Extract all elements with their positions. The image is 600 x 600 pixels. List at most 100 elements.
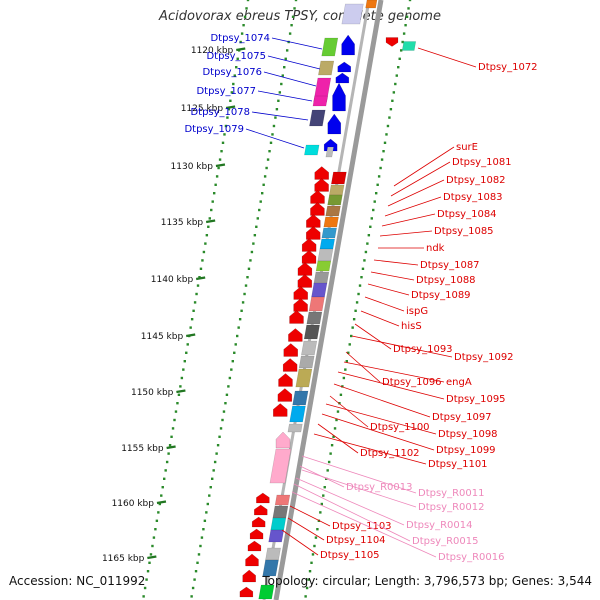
- track-dot: [380, 158, 384, 161]
- right-gene-leader: [417, 47, 477, 68]
- track-dot: [316, 528, 319, 531]
- rna-gene-leader: [295, 477, 405, 526]
- right-gene-arrow: [249, 528, 264, 540]
- track-dot: [326, 469, 329, 472]
- track-dot: [215, 175, 219, 178]
- left-gene-leader: [271, 37, 323, 50]
- track-dot: [240, 309, 243, 312]
- gene-tile: [301, 340, 318, 356]
- track-dot: [217, 166, 220, 170]
- right-gene-arrow: [277, 388, 293, 402]
- right-gene-arrow: [273, 403, 288, 417]
- right-gene-label: hisS: [401, 321, 422, 332]
- right-gene-leader: [317, 423, 359, 454]
- right-gene-leader: [373, 259, 419, 266]
- track-dot: [407, 7, 410, 10]
- right-gene-label: Dtpsy_1103: [332, 521, 392, 532]
- track-dot: [180, 376, 184, 380]
- track-dot: [213, 460, 217, 464]
- track-dot: [171, 427, 175, 430]
- gene-tile: [308, 296, 325, 312]
- gene-tile: [311, 282, 328, 298]
- track-dot: [227, 385, 230, 388]
- track-dot: [212, 192, 216, 195]
- track-dot: [239, 40, 242, 44]
- gene-tile: [292, 390, 309, 406]
- left-gene-arrow: [327, 113, 342, 135]
- track-dot: [250, 250, 254, 254]
- gene-tile: [287, 423, 303, 433]
- track-dot: [320, 502, 323, 506]
- track-dot: [208, 494, 211, 497]
- right-gene-leader: [345, 351, 381, 383]
- track-dot: [237, 326, 240, 329]
- rna-gene-leader: [301, 469, 417, 508]
- right-gene-arrow: [289, 310, 304, 324]
- scale-tick: [215, 163, 226, 168]
- gene-tile: [323, 216, 339, 228]
- track-dot: [404, 24, 407, 27]
- track-dot: [358, 284, 362, 287]
- track-dot: [389, 108, 393, 111]
- track-dot: [350, 334, 353, 338]
- left-gene-arrow: [332, 82, 346, 112]
- track-dot: [205, 511, 208, 514]
- rna-gene-label: Dtpsy_R0015: [412, 536, 479, 547]
- left-gene-leader: [251, 111, 309, 121]
- track-dot: [244, 284, 248, 287]
- right-gene-label: Dtpsy_1096: [382, 377, 442, 388]
- right-gene-leader: [351, 335, 453, 358]
- track-dot: [288, 32, 292, 35]
- track-dot: [258, 208, 261, 212]
- right-gene-arrow: [247, 540, 262, 552]
- track-dot: [197, 553, 201, 556]
- gene-tile: [330, 171, 347, 185]
- right-gene-label: Dtpsy_1072: [478, 62, 538, 73]
- rna-gene-label: Dtpsy_R0016: [438, 552, 505, 563]
- rna-gene-arrow: [275, 431, 291, 449]
- track-dot: [399, 49, 403, 52]
- right-gene-leader: [333, 383, 431, 418]
- right-gene-arrow: [314, 178, 329, 192]
- track-dot: [351, 326, 354, 329]
- scale-tick: [166, 445, 176, 450]
- track-dot: [230, 368, 233, 371]
- gene-tile: [274, 494, 291, 506]
- right-gene-arrow: [288, 328, 303, 342]
- scale-tick-label: 1135 kbp: [161, 218, 204, 228]
- track-dot: [211, 200, 214, 203]
- track-dot: [285, 49, 289, 52]
- gene-tile: [270, 517, 287, 531]
- track-dot: [223, 133, 226, 136]
- left-gene-block: [304, 144, 320, 156]
- track-dot: [305, 586, 309, 590]
- track-dot: [313, 544, 316, 548]
- right-gene-leader: [343, 361, 445, 383]
- left-gene-block: [318, 60, 335, 76]
- track-dot: [304, 595, 307, 598]
- right-gene-label: Dtpsy_1100: [370, 422, 430, 433]
- track-dot: [243, 292, 246, 296]
- left-gene-block: [321, 37, 339, 57]
- track-dot: [336, 410, 340, 413]
- right-gene-arrow: [385, 37, 399, 47]
- track-dot: [364, 250, 368, 254]
- track-dot: [383, 141, 387, 144]
- track-dot: [332, 435, 335, 438]
- track-dot: [379, 166, 382, 170]
- right-gene-arrow: [293, 286, 308, 300]
- scale-tick-label: 1160 kbp: [112, 499, 155, 509]
- track-dot: [408, 0, 412, 2]
- track-dot: [148, 561, 151, 564]
- scale-tick-label: 1165 kbp: [102, 554, 145, 564]
- track-dot: [225, 393, 229, 396]
- track-dot: [367, 234, 371, 237]
- track-dot: [278, 91, 282, 94]
- right-gene-arrow: [305, 226, 321, 240]
- track-dot: [280, 82, 283, 86]
- track-dot: [149, 553, 153, 556]
- right-gene-arrow: [297, 262, 313, 276]
- track-dot: [157, 511, 160, 514]
- track-dot: [344, 368, 347, 371]
